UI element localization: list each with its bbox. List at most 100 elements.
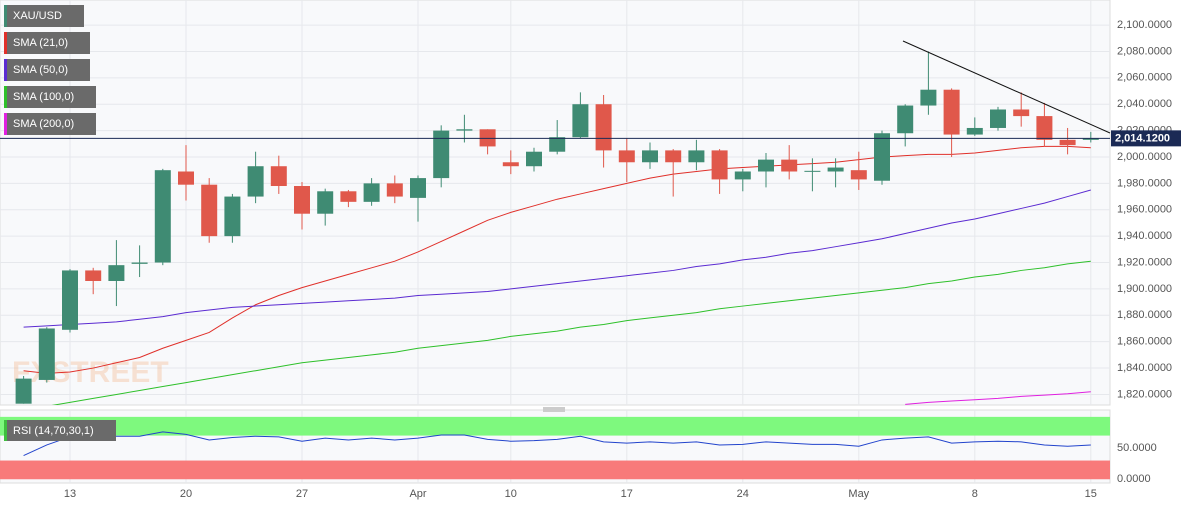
legend-swatch <box>4 5 7 27</box>
candle-body <box>595 104 612 151</box>
candle-body <box>178 171 194 185</box>
legend-label: SMA (21,0) <box>13 37 68 49</box>
y-tick-label: 0.0000 <box>1117 473 1151 485</box>
candle-body <box>549 137 566 152</box>
candle-body <box>943 89 960 135</box>
candle-body <box>618 150 635 163</box>
candle-body <box>433 130 450 179</box>
legend-label: SMA (100,0) <box>13 91 74 103</box>
x-tick-label: 10 <box>505 488 517 500</box>
trend-line <box>902 40 1111 134</box>
candle-body <box>1013 109 1030 117</box>
legend-swatch <box>4 420 7 441</box>
x-tick-label: 27 <box>296 488 308 500</box>
candle-body <box>201 184 218 237</box>
candle-body <box>758 159 774 172</box>
last-price-box <box>1111 130 1181 147</box>
legend-swatch <box>4 59 7 81</box>
legend-swatch <box>4 86 7 108</box>
x-tick-label: 20 <box>180 488 192 500</box>
candle-body <box>897 105 914 134</box>
candle-body <box>317 191 334 214</box>
candle-body <box>734 171 751 180</box>
legend-label: RSI (14,70,30,1) <box>13 425 94 437</box>
x-tick-label: 13 <box>64 488 76 500</box>
candle-body <box>15 378 32 404</box>
y-tick-label: 2,100.0000 <box>1117 19 1172 31</box>
candle-body <box>270 166 287 187</box>
y-tick-label: 1,980.0000 <box>1117 177 1172 189</box>
candle-body <box>1082 138 1099 140</box>
y-tick-label: 1,940.0000 <box>1117 230 1172 242</box>
candle-body <box>665 150 682 163</box>
rsi-band <box>0 416 1110 436</box>
rsi-band <box>0 460 1110 480</box>
candle-body <box>502 162 519 167</box>
legend-label: SMA (200,0) <box>13 118 74 130</box>
candle-body <box>526 151 542 167</box>
legend-box[interactable] <box>4 113 96 135</box>
y-tick-label: 2,060.0000 <box>1117 72 1172 84</box>
legend-box[interactable] <box>4 420 116 441</box>
last-price-label: 2,014.1200 <box>1115 132 1170 144</box>
candle-body <box>966 127 983 135</box>
candle-body <box>386 183 403 197</box>
candle-body <box>781 159 798 172</box>
candle-body <box>990 109 1006 128</box>
sma-line <box>905 391 1091 405</box>
candle-body <box>688 150 705 163</box>
candle-body <box>340 191 357 202</box>
legend-box[interactable] <box>4 86 96 108</box>
candle-body <box>827 167 844 172</box>
candle-body <box>247 166 264 197</box>
rsi-line <box>23 431 1091 457</box>
y-tick-label: 2,000.0000 <box>1117 151 1172 163</box>
y-tick-label: 1,900.0000 <box>1117 283 1172 295</box>
candle-body <box>1059 139 1076 146</box>
price-panel <box>0 0 1111 406</box>
candle-body <box>850 170 867 180</box>
y-tick-label: 1,920.0000 <box>1117 256 1172 268</box>
candle-body <box>363 183 380 202</box>
candle-body <box>154 170 171 263</box>
x-tick-label: 15 <box>1085 488 1097 500</box>
x-tick-label: 24 <box>737 488 749 500</box>
sma-line <box>23 189 1091 328</box>
x-tick-label: 8 <box>972 488 978 500</box>
legend-box[interactable] <box>4 5 84 27</box>
sma-line <box>23 145 1091 374</box>
legend-box[interactable] <box>4 32 90 54</box>
panel-handle[interactable] <box>543 407 565 412</box>
legend-label: SMA (50,0) <box>13 64 68 76</box>
candle-body <box>804 170 821 172</box>
candle-body <box>642 150 658 163</box>
candle-body <box>920 89 937 106</box>
candle-body <box>85 270 102 281</box>
y-tick-label: 2,040.0000 <box>1117 98 1172 110</box>
y-tick-label: 1,860.0000 <box>1117 336 1172 348</box>
sma-line <box>51 260 1091 405</box>
candle-body <box>131 262 148 264</box>
legend-box[interactable] <box>4 59 90 81</box>
y-tick-label: 1,840.0000 <box>1117 362 1172 374</box>
candle-body <box>874 133 890 181</box>
y-tick-label: 2,080.0000 <box>1117 45 1172 57</box>
candle-body <box>294 186 310 214</box>
candle-body <box>456 129 473 131</box>
candle-body <box>479 129 496 147</box>
candle-body <box>410 178 426 198</box>
legend-swatch <box>4 113 7 135</box>
candle-body <box>38 328 55 380</box>
legend-label: XAU/USD <box>13 10 62 22</box>
y-tick-label: 1,820.0000 <box>1117 388 1172 400</box>
candle-body <box>224 196 241 237</box>
candle-body <box>1036 116 1053 140</box>
y-tick-label: 1,880.0000 <box>1117 309 1172 321</box>
x-tick-label: Apr <box>409 488 426 500</box>
candle-body <box>572 104 589 138</box>
x-tick-label: 17 <box>621 488 633 500</box>
y-tick-label: 50.0000 <box>1117 442 1157 454</box>
y-tick-label: 1,960.0000 <box>1117 204 1172 216</box>
legend-swatch <box>4 32 7 54</box>
